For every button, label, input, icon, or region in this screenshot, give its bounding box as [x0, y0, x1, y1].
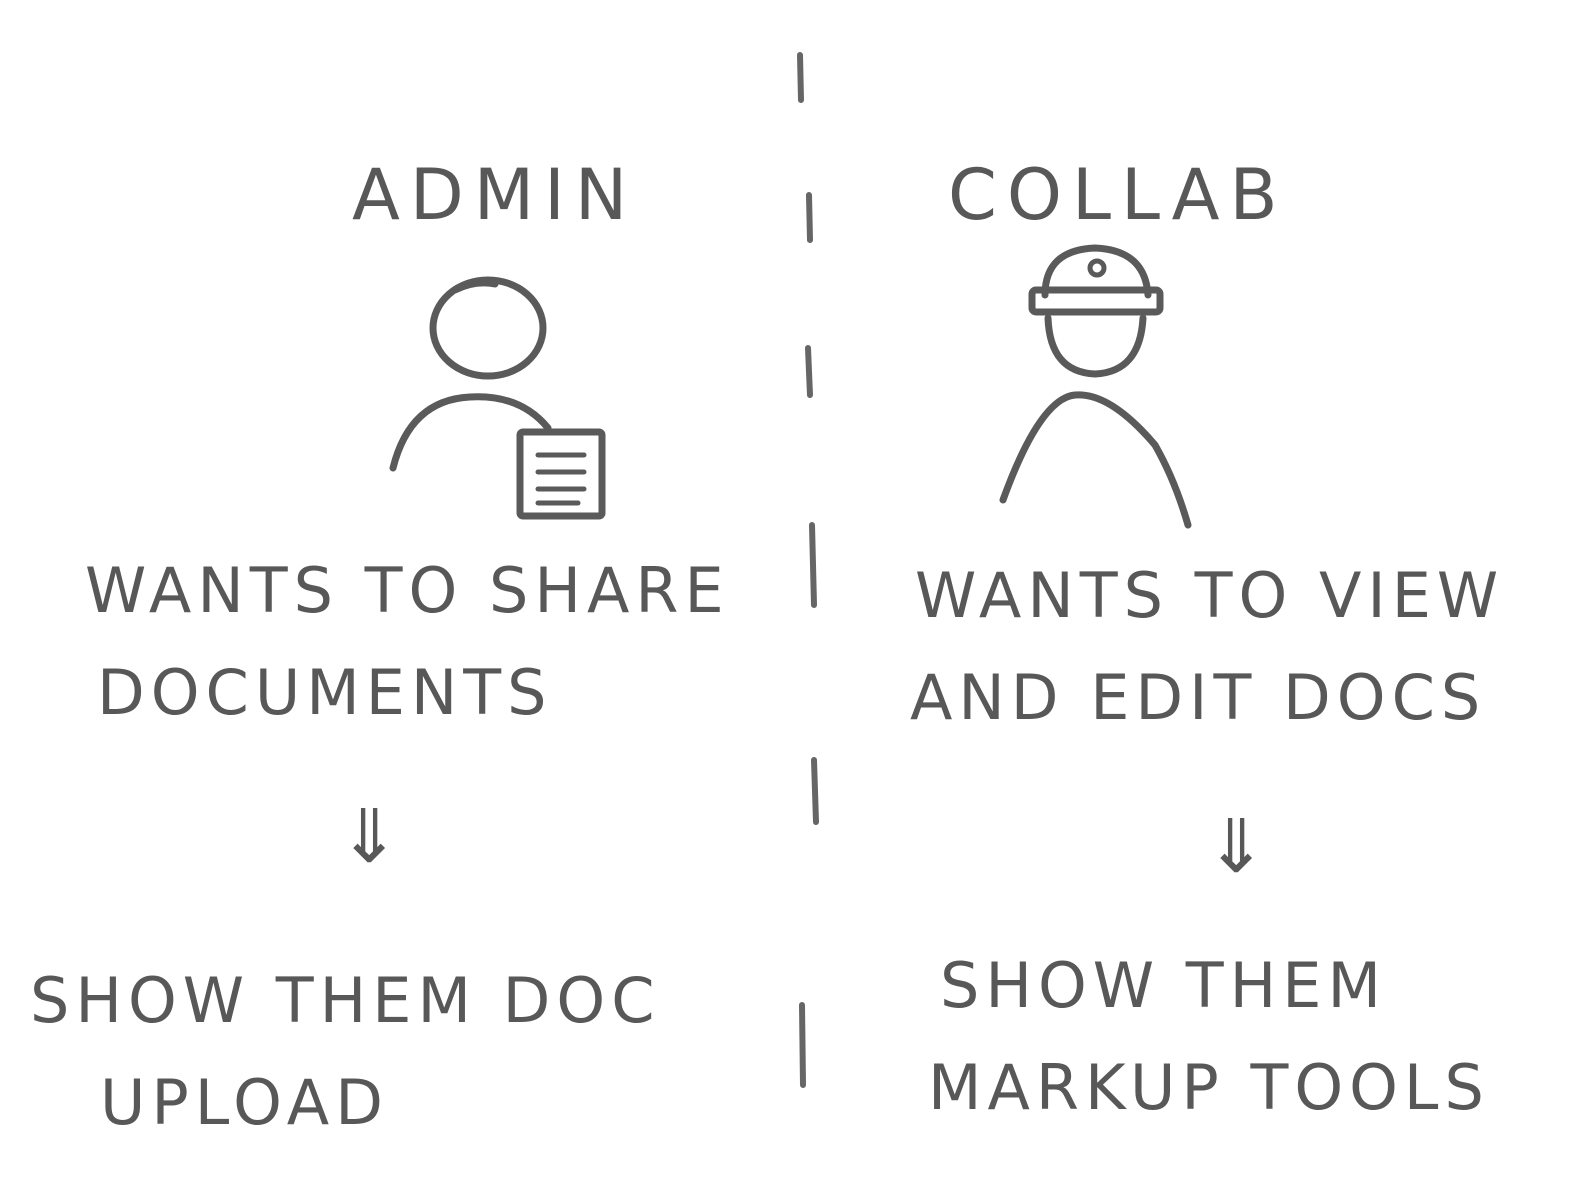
hard-hat-lamp-icon [1087, 258, 1107, 278]
collab-solution-line-1: SHOW THEM [940, 949, 1387, 1022]
hard-hat-dome-icon [1041, 244, 1152, 299]
collab-face-icon [1044, 314, 1147, 378]
collab-need-text: WANTS TO VIEW AND EDIT DOCS [910, 559, 1505, 729]
admin-solution-line-2: UPLOAD [100, 1066, 389, 1139]
admin-hair-icon [451, 279, 499, 294]
collab-need-line-1: WANTS TO VIEW [915, 559, 1505, 632]
admin-solution-line-1: SHOW THEM DOC [30, 964, 661, 1037]
person-with-hard-hat-icon [999, 244, 1192, 529]
column-divider [797, 52, 819, 1088]
admin-need-line-1: WANTS TO SHARE [85, 554, 730, 627]
admin-solution-text: SHOW THEM DOC UPLOAD [30, 970, 661, 1134]
admin-title: ADMIN [352, 154, 638, 236]
admin-need-line-2: DOCUMENTS [97, 656, 553, 729]
collab-title: COLLAB [948, 154, 1288, 236]
collab-shoulders-icon [999, 391, 1192, 529]
collab-arrow-icon: ⇓ [1205, 804, 1268, 890]
collab-solution-line-2: MARKUP TOOLS [928, 1051, 1490, 1124]
person-with-document-icon [389, 276, 606, 520]
collab-solution-text: SHOW THEM MARKUP TOOLS [928, 949, 1490, 1119]
collab-need-line-2: AND EDIT DOCS [910, 661, 1487, 734]
admin-head-icon [429, 276, 547, 380]
admin-need-text: WANTS TO SHARE DOCUMENTS [85, 560, 730, 724]
hard-hat-brim-icon [1028, 286, 1164, 316]
admin-shoulders-icon [389, 393, 552, 472]
document-icon [516, 428, 606, 520]
admin-arrow-icon: ⇓ [338, 794, 401, 880]
